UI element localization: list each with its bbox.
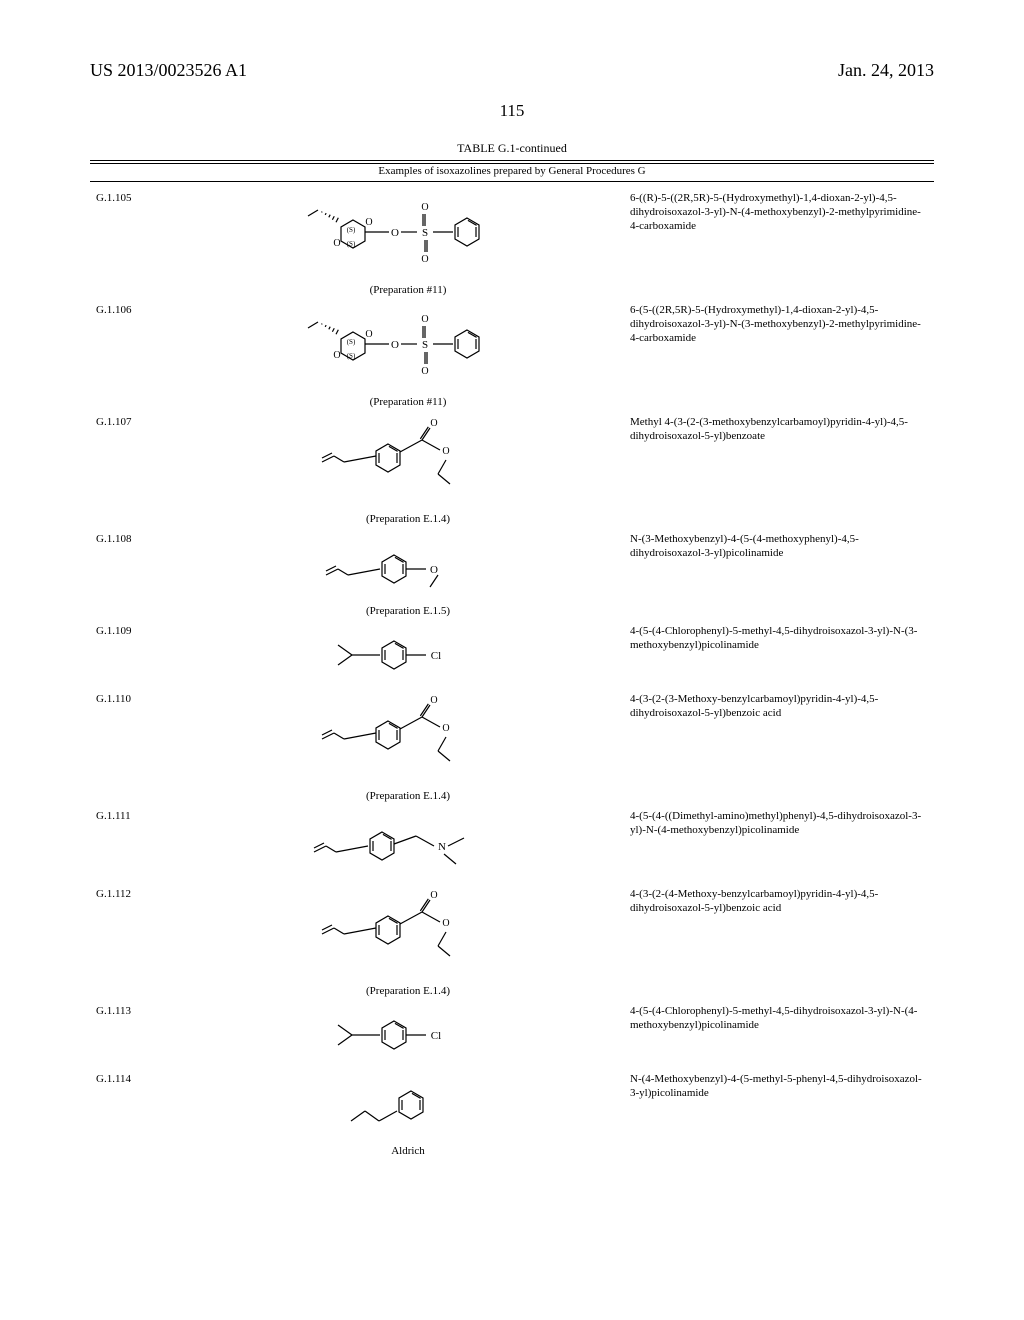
header-left: US 2013/0023526 A1 xyxy=(90,60,247,81)
table-subtitle: Examples of isoxazolines prepared by Gen… xyxy=(90,160,934,182)
compound-structure: Cl xyxy=(192,1001,624,1069)
svg-text:(S): (S) xyxy=(347,240,356,248)
structure-svg: Cl xyxy=(308,1005,508,1065)
svg-text:O: O xyxy=(421,366,428,377)
svg-text:Cl: Cl xyxy=(431,1030,441,1042)
compound-id: G.1.108 xyxy=(90,529,192,621)
structure-note: Aldrich xyxy=(198,1145,618,1157)
compound-name: 6-(5-((2R,5R)-5-(Hydroxymethyl)-1,4-diox… xyxy=(624,300,934,412)
compound-id: G.1.111 xyxy=(90,806,192,884)
svg-text:O: O xyxy=(333,350,340,361)
structure-svg: OO xyxy=(298,693,518,788)
svg-text:(S): (S) xyxy=(347,226,356,234)
compound-structure: O O (S) (S) O S O O (Preparation #11) xyxy=(192,300,624,412)
table-row: G.1.105 O O (S) (S) O S O O (Preparation #11) 6-((… xyxy=(90,188,934,300)
header-right: Jan. 24, 2013 xyxy=(838,60,934,81)
structure-svg: O O (S) (S) O S O O xyxy=(278,192,538,282)
compound-structure: Aldrich xyxy=(192,1069,624,1161)
svg-text:O: O xyxy=(365,329,372,340)
compound-id: G.1.106 xyxy=(90,300,192,412)
structure-svg: OO xyxy=(298,416,518,511)
table-row: G.1.111 N 4-(5-(4-((Dimethyl-amino)methyl)… xyxy=(90,806,934,884)
svg-text:S: S xyxy=(422,227,428,239)
structure-svg: O O (S) (S) O S O O xyxy=(278,304,538,394)
structure-note: (Preparation #11) xyxy=(198,284,618,296)
compound-table: G.1.105OO(S)(S)OSOO(Preparation #11)6-((… xyxy=(90,188,934,1161)
svg-text:S: S xyxy=(422,339,428,351)
compound-structure: OO(Preparation E.1.4) xyxy=(192,689,624,806)
table-row: G.1.113 Cl 4-(5-(4-Chlorophenyl)-5-methyl-… xyxy=(90,1001,934,1069)
svg-text:O: O xyxy=(430,418,437,429)
structure-svg: O xyxy=(308,533,508,603)
compound-structure: OO(Preparation E.1.4) xyxy=(192,412,624,529)
svg-text:O: O xyxy=(430,564,438,576)
compound-name: 4-(3-(2-(4-Methoxy-benzylcarbamoyl)pyrid… xyxy=(624,884,934,1001)
svg-text:O: O xyxy=(391,227,399,239)
compound-name: Methyl 4-(3-(2-(3-methoxybenzylcarbamoyl… xyxy=(624,412,934,529)
svg-text:Cl: Cl xyxy=(431,650,441,662)
table-row: G.1.110OO(Preparation E.1.4)4-(3-(2-(3-M… xyxy=(90,689,934,806)
compound-id: G.1.112 xyxy=(90,884,192,1001)
structure-svg: N xyxy=(298,810,518,880)
compound-name: 4-(5-(4-Chlorophenyl)-5-methyl-4,5-dihyd… xyxy=(624,1001,934,1069)
svg-text:O: O xyxy=(430,890,437,901)
structure-note: (Preparation E.1.4) xyxy=(198,790,618,802)
table-row: G.1.108 O (Preparation E.1.5) N-(3-Methoxyb… xyxy=(90,529,934,621)
svg-text:(S): (S) xyxy=(347,338,356,346)
compound-name: N-(4-Methoxybenzyl)-4-(5-methyl-5-phenyl… xyxy=(624,1069,934,1161)
table-row: G.1.114 Aldrich N-(4-Methoxybenzyl)-4-(5-m… xyxy=(90,1069,934,1161)
compound-structure: O O (S) (S) O S O O (Preparation #11) xyxy=(192,188,624,300)
page-number: 115 xyxy=(90,101,934,121)
svg-text:O: O xyxy=(421,254,428,265)
structure-note: (Preparation E.1.5) xyxy=(198,605,618,617)
compound-name: 4-(5-(4-((Dimethyl-amino)methyl)phenyl)-… xyxy=(624,806,934,884)
compound-structure: Cl xyxy=(192,621,624,689)
svg-text:N: N xyxy=(438,841,446,853)
compound-name: N-(3-Methoxybenzyl)-4-(5-(4-methoxypheny… xyxy=(624,529,934,621)
svg-text:O: O xyxy=(442,918,449,929)
svg-text:(S): (S) xyxy=(347,352,356,360)
compound-id: G.1.110 xyxy=(90,689,192,806)
table-caption: TABLE G.1-continued xyxy=(90,141,934,156)
page: US 2013/0023526 A1 Jan. 24, 2013 115 TAB… xyxy=(0,0,1024,1320)
table-row: G.1.109 Cl 4-(5-(4-Chlorophenyl)-5-methyl-… xyxy=(90,621,934,689)
structure-svg: Cl xyxy=(308,625,508,685)
compound-structure: N xyxy=(192,806,624,884)
structure-note: (Preparation #11) xyxy=(198,396,618,408)
compound-id: G.1.114 xyxy=(90,1069,192,1161)
compound-id: G.1.109 xyxy=(90,621,192,689)
table-row: G.1.106 O O (S) (S) O S O O (Preparation #11) 6-(5… xyxy=(90,300,934,412)
svg-text:O: O xyxy=(421,314,428,325)
compound-name: 6-((R)-5-((2R,5R)-5-(Hydroxymethyl)-1,4-… xyxy=(624,188,934,300)
svg-text:O: O xyxy=(421,202,428,213)
page-header: US 2013/0023526 A1 Jan. 24, 2013 xyxy=(90,60,934,81)
compound-id: G.1.113 xyxy=(90,1001,192,1069)
structure-svg xyxy=(323,1073,493,1143)
svg-text:O: O xyxy=(333,238,340,249)
svg-text:O: O xyxy=(442,723,449,734)
svg-text:O: O xyxy=(391,339,399,351)
compound-id: G.1.105 xyxy=(90,188,192,300)
structure-svg: OO xyxy=(298,888,518,983)
compound-name: 4-(5-(4-Chlorophenyl)-5-methyl-4,5-dihyd… xyxy=(624,621,934,689)
table-row: G.1.112OO(Preparation E.1.4)4-(3-(2-(4-M… xyxy=(90,884,934,1001)
svg-text:O: O xyxy=(430,695,437,706)
structure-note: (Preparation E.1.4) xyxy=(198,513,618,525)
structure-note: (Preparation E.1.4) xyxy=(198,985,618,997)
svg-text:O: O xyxy=(365,217,372,228)
compound-structure: O (Preparation E.1.5) xyxy=(192,529,624,621)
svg-text:O: O xyxy=(442,446,449,457)
compound-id: G.1.107 xyxy=(90,412,192,529)
table-row: G.1.107OO(Preparation E.1.4)Methyl 4-(3-… xyxy=(90,412,934,529)
compound-structure: OO(Preparation E.1.4) xyxy=(192,884,624,1001)
compound-name: 4-(3-(2-(3-Methoxy-benzylcarbamoyl)pyrid… xyxy=(624,689,934,806)
